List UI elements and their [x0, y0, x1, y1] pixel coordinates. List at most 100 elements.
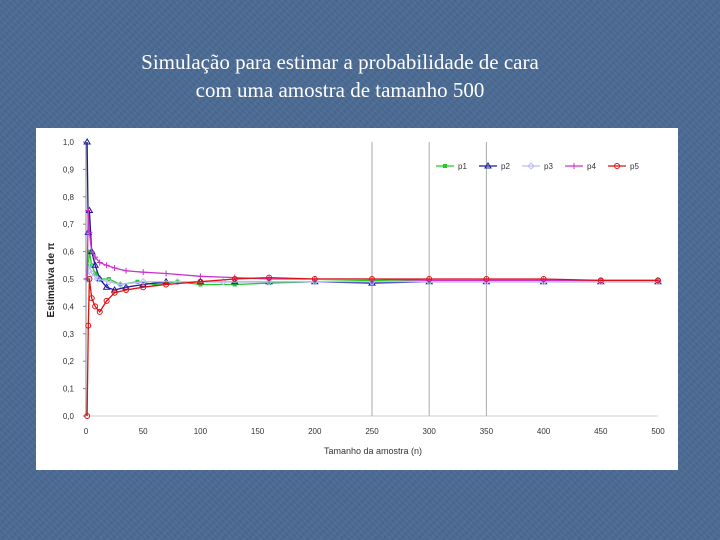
data-point [483, 276, 490, 282]
series-line-p3 [86, 265, 658, 286]
data-point [267, 281, 272, 286]
data-point [92, 303, 99, 310]
data-point [614, 163, 620, 169]
data-point [571, 163, 577, 169]
x-tick-label: 300 [423, 427, 437, 436]
data-point [96, 259, 103, 266]
data-point [88, 269, 96, 278]
x-tick-label: 400 [537, 427, 551, 436]
data-point [111, 265, 118, 272]
data-point [426, 276, 433, 282]
data-point [85, 207, 92, 214]
x-tick-label: 0 [84, 427, 89, 436]
data-point [140, 284, 147, 291]
data-point [83, 138, 92, 145]
data-point [123, 267, 130, 274]
y-tick-label: 0,5 [63, 275, 75, 284]
y-tick-label: 0,9 [63, 165, 75, 174]
chart-container: 0,0 0,1 0,2 0,3 0,4 0,5 0,6 0,7 0,8 0,9 1,0 0 50 100 1… [36, 128, 678, 470]
data-point [84, 413, 91, 419]
data-point [540, 276, 547, 282]
y-tick-label: 0,6 [63, 248, 75, 257]
data-point [597, 277, 604, 284]
y-tick-label: 0,1 [63, 385, 75, 394]
data-point [91, 261, 100, 268]
x-tick-label: 350 [480, 427, 494, 436]
x-tick-label: 100 [194, 427, 208, 436]
x-tick-label: 200 [308, 427, 322, 436]
data-point [86, 276, 93, 282]
data-point [265, 278, 273, 286]
series-line-p2 [86, 141, 658, 291]
data-point [88, 295, 95, 302]
series-p3 [83, 261, 662, 289]
data-point [152, 282, 157, 287]
data-point [103, 297, 110, 304]
data-point [96, 308, 103, 315]
data-point [103, 262, 110, 269]
data-point [231, 276, 238, 282]
data-point [163, 281, 170, 288]
series-p5 [84, 274, 661, 419]
x-tick-label: 500 [651, 427, 665, 436]
axes-group: 0,0 0,1 0,2 0,3 0,4 0,5 0,6 0,7 0,8 0,9 1,0 0 50 100 1… [63, 138, 665, 436]
x-tick-label: 250 [365, 427, 379, 436]
y-tick-label: 0,4 [63, 302, 75, 311]
data-point [232, 282, 237, 287]
series-line-p5 [86, 276, 658, 417]
data-point [369, 276, 375, 282]
data-point [140, 269, 147, 276]
data-point [655, 277, 661, 284]
data-point [266, 274, 273, 281]
slide-title-line-1: Simulação para estimar a probabilidade d… [141, 50, 539, 74]
legend-label: p1 [458, 162, 467, 171]
data-point [163, 270, 170, 277]
legend-label: p3 [544, 162, 553, 171]
slide-title-line-2: com uma amostra de tamanho 500 [195, 78, 485, 102]
data-point [93, 275, 102, 283]
y-tick-label: 0,2 [63, 357, 75, 366]
y-axis-label: Estimativa de π [46, 242, 57, 317]
data-point [484, 162, 492, 169]
data-point [110, 285, 119, 293]
data-point [92, 254, 99, 261]
data-point [311, 276, 318, 282]
y-tick-label: 0,7 [63, 220, 75, 229]
y-tick-label: 0,3 [63, 330, 75, 339]
data-point [139, 280, 148, 287]
data-point [89, 263, 94, 268]
data-point [85, 322, 92, 329]
x-axis-label: Tamanho da amostra (n) [324, 446, 422, 456]
legend-label: p4 [587, 162, 596, 171]
data-point [122, 283, 130, 290]
slide-title: Simulação para estimar a probabilidade d… [60, 48, 620, 104]
legend-label: p5 [630, 162, 639, 171]
series-p4 [84, 207, 661, 284]
data-point [219, 278, 227, 286]
x-tick-label: 50 [139, 427, 148, 436]
legend-label: p2 [501, 162, 510, 171]
data-point [111, 289, 118, 296]
data-point [105, 278, 113, 286]
data-point [102, 283, 111, 290]
y-tick-label: 1,0 [63, 138, 75, 147]
legend-group: p1 p2 p3 p4 p5 [436, 162, 639, 171]
data-point [88, 248, 95, 255]
data-point [135, 279, 140, 284]
data-point [86, 229, 93, 236]
data-point [197, 278, 204, 285]
x-tick-label: 450 [594, 427, 608, 436]
data-point [197, 273, 204, 280]
x-tick-label: 150 [251, 427, 265, 436]
data-point [95, 275, 104, 282]
data-point [116, 280, 125, 289]
y-tick-label: 0,8 [63, 193, 75, 202]
series-p2 [83, 138, 662, 293]
series-line-p4 [86, 210, 658, 282]
series-group [83, 138, 662, 419]
data-point [173, 278, 182, 286]
line-chart: 0,0 0,1 0,2 0,3 0,4 0,5 0,6 0,7 0,8 0,9 1,0 0 50 100 1… [46, 138, 665, 456]
y-tick-label: 0,0 [63, 412, 75, 421]
data-point [443, 164, 447, 168]
data-point [527, 162, 535, 170]
